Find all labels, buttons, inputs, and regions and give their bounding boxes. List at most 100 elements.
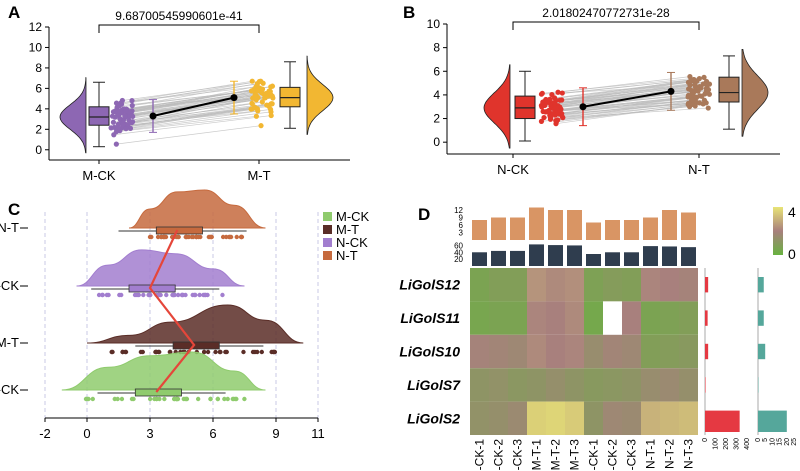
paired-line — [119, 90, 258, 107]
rain-point-N-CK — [146, 292, 151, 298]
top-bar1 — [567, 210, 582, 240]
rain-point-M-CK — [208, 396, 213, 402]
heatmap-cell — [660, 268, 679, 302]
data-point-N-CK — [540, 99, 546, 105]
data-point-M-T — [268, 109, 274, 115]
rain-point-N-T — [196, 234, 201, 240]
paired-line — [129, 90, 261, 113]
top-bar1 — [510, 217, 525, 240]
row-label: LiGolS7 — [407, 377, 461, 393]
paired-line — [130, 109, 271, 129]
heatmap-cell — [660, 401, 679, 435]
data-point-M-CK — [111, 132, 117, 138]
p-value-label: 9.68700545990601e-41 — [115, 9, 243, 23]
x-tick-label: M-CK — [82, 168, 116, 183]
column-label: M-CK-2 — [492, 439, 506, 471]
column-label: M-T-2 — [549, 439, 563, 471]
legend-label-N-T: N-T — [336, 248, 358, 263]
half-violin-N-CK — [483, 64, 511, 149]
paired-line — [119, 111, 272, 132]
rain-point-M-T — [205, 349, 211, 355]
heatmap-cell — [584, 301, 603, 335]
x-tick-label: N-CK — [497, 162, 529, 177]
data-point-N-T — [696, 76, 702, 82]
paired-line — [116, 125, 262, 145]
data-point-N-T — [690, 97, 696, 103]
data-point-M-CK — [116, 103, 122, 109]
panel-b: B 0 2 4 6 8 10 N-CK N-T 2.01802470772731e-28 — [403, 3, 780, 177]
side-bar2-tick-label: 20 — [784, 438, 791, 446]
heatmap-cell — [641, 368, 660, 402]
rain-point-M-T — [224, 349, 229, 355]
data-point-M-CK — [129, 102, 135, 109]
density-N-T — [128, 189, 266, 229]
data-point-N-CK — [546, 107, 552, 113]
heatmap-cell — [489, 301, 508, 335]
column-label: N-T-2 — [663, 439, 677, 469]
rain-point-N-CK — [201, 292, 206, 298]
heatmap-cell — [470, 301, 489, 335]
paired-line — [550, 102, 693, 118]
mean-connector — [582, 90, 672, 108]
rain-point-N-CK — [141, 292, 146, 298]
rain-point-M-T — [241, 349, 246, 355]
box-M-CK-box — [88, 106, 110, 126]
rain-point-M-T — [167, 349, 173, 355]
side-bar2-tick-label: 0 — [755, 438, 762, 442]
data-point-M-T — [258, 123, 264, 129]
colorbar-max-label: 4 — [788, 204, 796, 220]
rain-point-M-CK — [119, 396, 125, 402]
panel-label: C — [8, 200, 20, 219]
paired-line — [125, 92, 269, 112]
top-bar1 — [548, 210, 563, 240]
data-point-N-T — [692, 103, 698, 109]
legend-swatch-N-T — [323, 251, 332, 260]
top-bar2 — [529, 244, 544, 266]
legend-swatch-M-CK — [323, 212, 332, 221]
side-bar1 — [705, 343, 709, 360]
side-bar1 — [705, 377, 706, 393]
data-point-M-T — [249, 78, 255, 84]
x-tick-label: 6 — [209, 426, 216, 441]
panel-label: A — [8, 3, 20, 22]
paired-line — [121, 80, 261, 105]
rain-point-M-CK — [115, 396, 120, 402]
side-bar2-tick-label: 10 — [769, 438, 776, 446]
y-tick-label: 4 — [433, 88, 440, 102]
paired-line — [115, 90, 252, 112]
significance-bracket — [98, 24, 260, 33]
rain-point-M-CK — [215, 396, 221, 402]
box-N-T-box — [718, 76, 740, 103]
data-point-N-T — [705, 105, 711, 111]
y-tick-label: 2 — [433, 112, 440, 126]
heatmap-cell — [622, 401, 641, 435]
heatmap-cell — [679, 401, 698, 435]
rain-point-M-T — [250, 349, 256, 355]
y-tick-label: 2 — [35, 122, 42, 136]
heatmap-cell — [603, 368, 622, 402]
data-point-M-T — [258, 78, 264, 84]
column-label: M-T-3 — [568, 439, 582, 471]
side-bar2-tick-label: 15 — [777, 438, 784, 446]
heatmap-cell — [660, 301, 679, 335]
data-point-N-CK — [538, 91, 545, 97]
column-label: M-T-1 — [530, 439, 544, 471]
paired-line — [549, 101, 697, 116]
top-bar2-tick-label: 60 — [454, 241, 463, 250]
heatmap-cell — [527, 368, 546, 402]
data-point-M-CK — [120, 121, 126, 128]
heatmap-cell — [470, 368, 489, 402]
data-point-M-T — [266, 90, 272, 96]
heatmap-cell — [641, 334, 660, 369]
y-tick-label: M-CK — [0, 382, 19, 397]
rain-point-M-CK — [242, 396, 247, 402]
column-label: N-CK-2 — [606, 439, 620, 471]
top-bar1 — [624, 220, 639, 240]
rain-point-N-CK — [96, 292, 102, 298]
data-point-N-CK — [557, 107, 563, 113]
data-point-M-T — [259, 99, 265, 105]
top-bar1 — [643, 217, 658, 240]
row-label: LiGolS2 — [407, 410, 460, 426]
